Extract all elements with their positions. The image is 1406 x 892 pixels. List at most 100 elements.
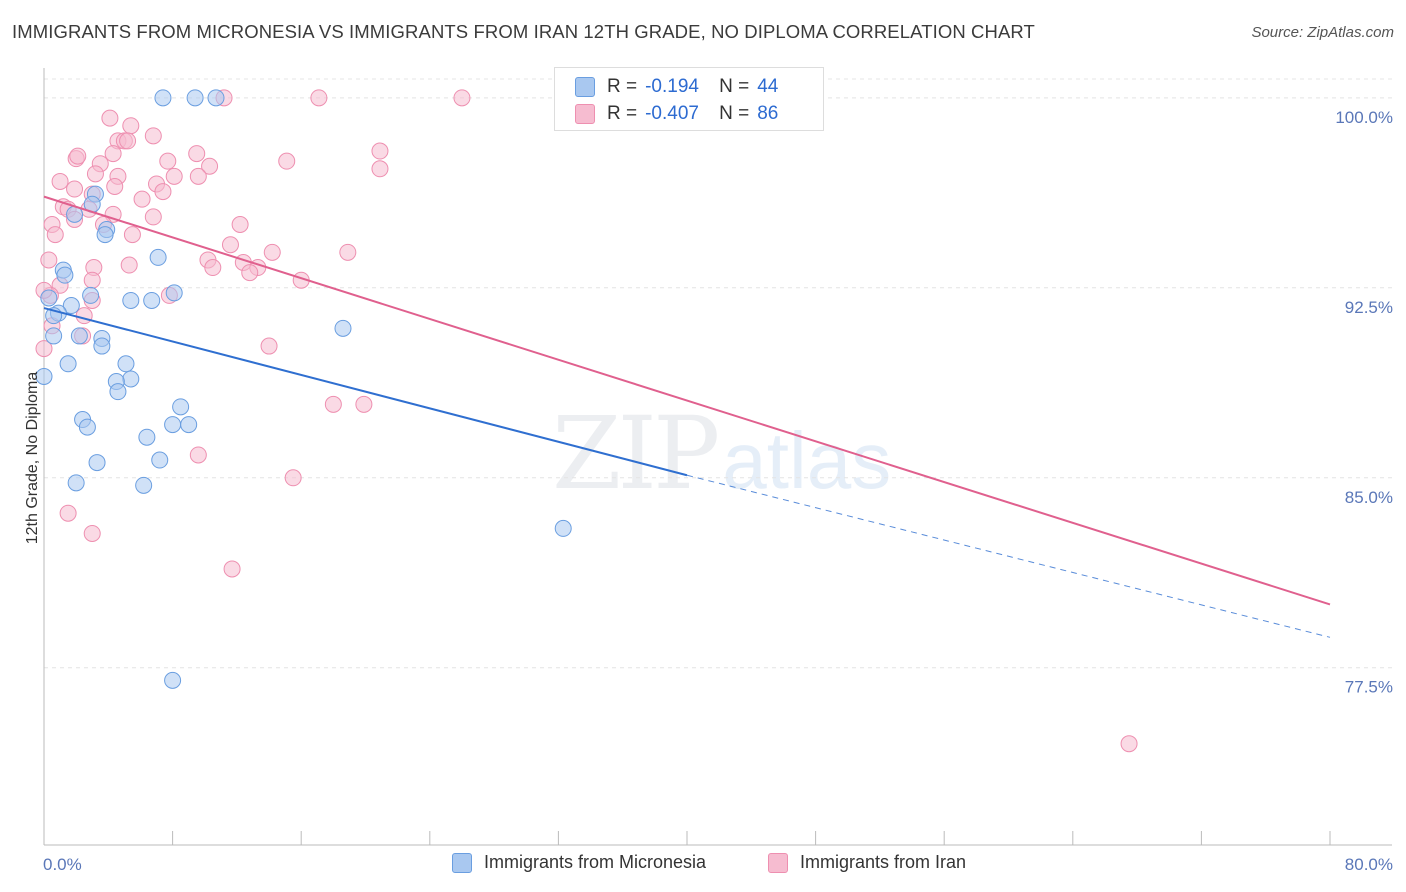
iran-point — [83, 524, 101, 542]
micronesia-point — [59, 355, 77, 373]
y-tick-label: 100.0% — [1335, 108, 1393, 127]
iran-point — [59, 504, 77, 522]
iran-point — [310, 89, 328, 107]
y-tick-label: 85.0% — [1345, 488, 1393, 507]
iran-point — [144, 208, 162, 226]
micronesia-point — [149, 248, 167, 266]
micronesia-point — [78, 418, 96, 436]
iran-point — [35, 340, 53, 358]
micronesia-point — [93, 337, 111, 355]
iran-point — [231, 215, 249, 233]
iran-point — [263, 243, 281, 261]
micronesia-point — [122, 370, 140, 388]
iran-point — [123, 226, 141, 244]
iran-n-value: 86 — [757, 103, 779, 124]
micronesia-point — [62, 297, 80, 315]
iran-point — [278, 152, 296, 170]
watermark-zip: ZIP — [552, 395, 720, 512]
iran-point — [106, 178, 124, 196]
micronesia-point — [334, 319, 352, 337]
iran-point — [69, 147, 87, 165]
y-axis-title: 12th Grade, No Diploma — [24, 372, 41, 545]
r-label: R = — [607, 76, 638, 97]
micronesia-point — [180, 416, 198, 434]
micronesia-points — [35, 89, 572, 689]
micronesia-point — [151, 451, 169, 469]
iran-point — [284, 469, 302, 487]
bottom-legend-micronesia-label: Immigrants from Micronesia — [484, 852, 707, 872]
micronesia-point — [40, 289, 58, 307]
iran-point — [223, 560, 241, 578]
micronesia-swatch — [575, 77, 595, 97]
micronesia-trend-extension — [686, 474, 1331, 638]
iran-swatch — [575, 104, 595, 124]
stats-legend: R = -0.194 N = 44 R = -0.407 N = 86 — [554, 67, 824, 131]
micronesia-point — [143, 291, 161, 309]
iran-point — [154, 183, 172, 201]
micronesia-point — [186, 89, 204, 107]
source-label: Source: ZipAtlas.com — [1251, 24, 1394, 41]
micronesia-point — [164, 671, 182, 689]
iran-point — [104, 145, 122, 163]
iran-r-value: -0.407 — [645, 103, 699, 124]
micronesia-point — [164, 416, 182, 434]
iran-point — [453, 89, 471, 107]
iran-point — [339, 243, 357, 261]
bottom-legend-iran-label: Immigrants from Iran — [800, 852, 967, 872]
watermark-atlas: atlas — [722, 416, 892, 505]
micronesia-swatch — [452, 852, 472, 873]
iran-point — [1120, 735, 1138, 753]
legend-row-micronesia: R = -0.194 N = 44 — [575, 74, 778, 100]
iran-point — [355, 395, 373, 413]
chart-title: IMMIGRANTS FROM MICRONESIA VS IMMIGRANTS… — [12, 21, 1035, 42]
iran-point — [241, 264, 259, 282]
micronesia-point — [154, 89, 172, 107]
micronesia-point — [82, 286, 100, 304]
iran-point — [40, 251, 58, 269]
iran-point — [159, 152, 177, 170]
iran-point — [260, 337, 278, 355]
micronesia-trend-line — [43, 307, 688, 477]
micronesia-point — [172, 398, 190, 416]
micronesia-point — [207, 89, 225, 107]
micronesia-point — [122, 291, 140, 309]
iran-point — [201, 157, 219, 175]
iran-point — [75, 307, 93, 325]
iran-point — [189, 167, 207, 185]
iran-point — [189, 446, 207, 464]
micronesia-point — [138, 428, 156, 446]
micronesia-point — [109, 383, 127, 401]
x-tick-label: 0.0% — [43, 855, 82, 874]
bottom-legend-iran: Immigrants from Iran — [768, 852, 966, 873]
iran-point — [83, 271, 101, 289]
r-label: R = — [607, 103, 638, 124]
micronesia-point — [45, 327, 63, 345]
n-label: N = — [719, 76, 750, 97]
grid-lines — [44, 78, 1392, 669]
micronesia-point — [117, 355, 135, 373]
iran-point — [66, 180, 84, 198]
micronesia-point — [70, 327, 88, 345]
iran-point — [46, 226, 64, 244]
iran-point — [101, 109, 119, 127]
micronesia-point — [88, 454, 106, 472]
trend-lines — [43, 195, 1331, 638]
iran-point — [371, 142, 389, 160]
micronesia-point — [165, 284, 183, 302]
micronesia-point — [56, 266, 74, 284]
iran-point — [86, 165, 104, 183]
iran-point — [221, 236, 239, 254]
y-tick-label: 77.5% — [1345, 678, 1393, 697]
y-tick-label: 92.5% — [1345, 298, 1393, 317]
legend-row-iran: R = -0.407 N = 86 — [575, 101, 778, 127]
bottom-legend-micronesia: Immigrants from Micronesia — [452, 852, 706, 873]
iran-point — [188, 145, 206, 163]
micronesia-r-value: -0.194 — [645, 76, 699, 97]
iran-trend-line — [43, 195, 1331, 606]
iran-point — [371, 160, 389, 178]
iran-point — [324, 395, 342, 413]
iran-point — [51, 172, 69, 190]
micronesia-point — [67, 474, 85, 492]
micronesia-point — [35, 367, 53, 385]
